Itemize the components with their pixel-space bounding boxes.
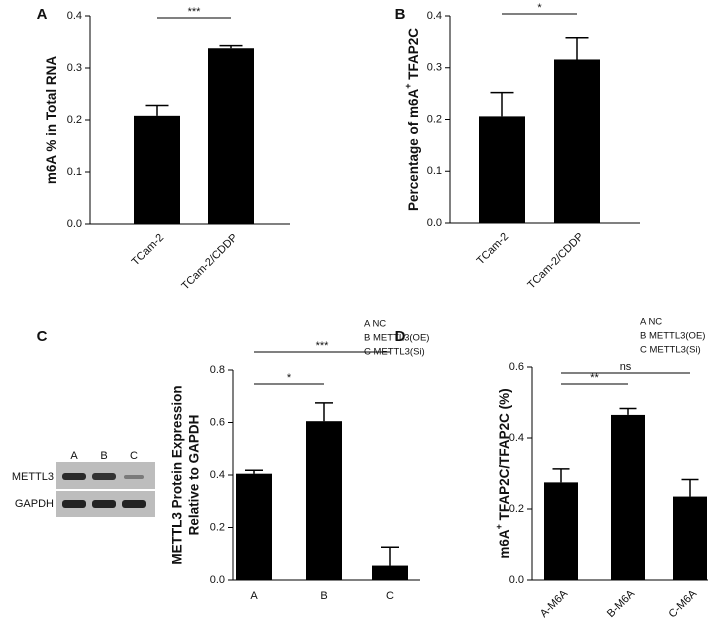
- bar: [372, 565, 408, 580]
- western-blot: [56, 462, 155, 517]
- y-axis-label-rest: TFAP2C/TFAP2C (%): [497, 388, 512, 524]
- y-axis-label: METTL3 Protein Expression: [170, 385, 185, 564]
- blot-row-label: GAPDH: [15, 498, 54, 510]
- y-tick-label: 0.0: [210, 574, 225, 586]
- blot-band: [62, 473, 86, 480]
- panel-label: A: [37, 6, 48, 23]
- y-tick-label: 0.6: [210, 416, 225, 428]
- error-bar: [490, 91, 514, 117]
- note: B METTL3(OE): [364, 333, 429, 344]
- y-tick-label: 0.0: [509, 574, 524, 586]
- bar: [673, 496, 707, 580]
- blot-band: [92, 500, 116, 508]
- y-tick-label: 0.4: [210, 469, 225, 481]
- error-bar: [145, 104, 169, 116]
- blot-lane-label: A: [70, 450, 78, 462]
- blot-lane-label: C: [130, 450, 138, 462]
- significance-label: *: [287, 372, 292, 384]
- y-tick-label: 0.4: [509, 432, 524, 444]
- y-tick-label: 0.2: [210, 521, 225, 533]
- x-tick-label: TCam-2: [130, 232, 167, 269]
- x-tick-label: TCam-2/CDDP: [525, 231, 586, 292]
- error-bar: [681, 478, 699, 497]
- y-axis-label-text: Percentage of m6A: [406, 88, 421, 211]
- significance-label: ***: [316, 340, 330, 352]
- y-tick-label: 0.1: [67, 166, 82, 178]
- blot-divider: [56, 489, 155, 491]
- error-bar: [245, 469, 263, 474]
- significance-label: **: [590, 372, 599, 384]
- note: B METTL3(OE): [640, 331, 705, 342]
- significance-label: ***: [188, 6, 202, 18]
- note: A NC: [364, 319, 386, 330]
- blot-band: [124, 475, 144, 479]
- blot-band: [122, 500, 146, 508]
- error-bar: [219, 44, 243, 49]
- error-bar: [565, 36, 589, 60]
- x-tick-label: A: [250, 590, 258, 602]
- panel-label: D: [395, 328, 406, 345]
- note: C METTL3(Si): [364, 347, 425, 358]
- blot-lane-label: B: [100, 450, 107, 462]
- bar: [479, 116, 525, 223]
- y-axis-label: Percentage of m6A+ TFAP2C: [403, 28, 420, 211]
- x-tick-label: B: [320, 590, 327, 602]
- error-bar: [315, 402, 333, 422]
- bar: [554, 59, 600, 223]
- blot-band: [62, 500, 86, 508]
- x-tick-label: C: [386, 590, 394, 602]
- y-tick-label: 0.0: [427, 217, 442, 229]
- y-tick-label: 0.1: [427, 165, 442, 177]
- panel-label: C: [37, 328, 48, 345]
- blot-row-label: METTL3: [12, 471, 54, 483]
- y-tick-label: 0.6: [509, 361, 524, 373]
- x-tick-label: C-M6A: [666, 587, 699, 620]
- error-bar: [381, 546, 399, 566]
- x-tick-label: TCam-2: [475, 231, 512, 268]
- error-bar: [619, 407, 637, 415]
- significance-label: *: [537, 2, 542, 14]
- significance-label: ns: [620, 361, 632, 373]
- x-tick-label: B-M6A: [605, 587, 638, 620]
- y-tick-label: 0.3: [427, 62, 442, 74]
- y-axis-label: m6A % in Total RNA: [44, 56, 59, 185]
- bar: [544, 482, 578, 580]
- y-axis-label-sup: +: [403, 83, 413, 88]
- y-tick-label: 0.2: [427, 113, 442, 125]
- y-axis-label-rest: TFAP2C: [406, 28, 421, 84]
- y-tick-label: 0.8: [210, 364, 225, 376]
- bar: [236, 473, 272, 580]
- note: A NC: [640, 317, 662, 328]
- error-bar: [552, 468, 570, 483]
- y-axis-label: Relative to GAPDH: [187, 415, 202, 536]
- y-tick-label: 0.0: [67, 218, 82, 230]
- x-tick-label: TCam-2/CDDP: [179, 232, 240, 293]
- bar: [208, 48, 254, 224]
- y-tick-label: 0.2: [67, 114, 82, 126]
- y-axis-label-sup: +: [494, 524, 504, 529]
- y-axis-label-text: m6A % in Total RNA: [44, 56, 59, 185]
- y-axis-label: m6A+ TFAP2C/TFAP2C (%): [494, 388, 511, 558]
- bar: [134, 115, 180, 224]
- bar: [306, 421, 342, 580]
- blot-band: [92, 473, 116, 480]
- note: C METTL3(Si): [640, 345, 701, 356]
- y-axis-label-text: m6A: [497, 529, 512, 559]
- panel-label: B: [395, 6, 406, 23]
- y-tick-label: 0.2: [509, 503, 524, 515]
- y-tick-label: 0.4: [67, 10, 82, 22]
- x-tick-label: A-M6A: [538, 587, 571, 620]
- y-tick-label: 0.4: [427, 10, 442, 22]
- y-tick-label: 0.3: [67, 62, 82, 74]
- bar: [611, 414, 645, 580]
